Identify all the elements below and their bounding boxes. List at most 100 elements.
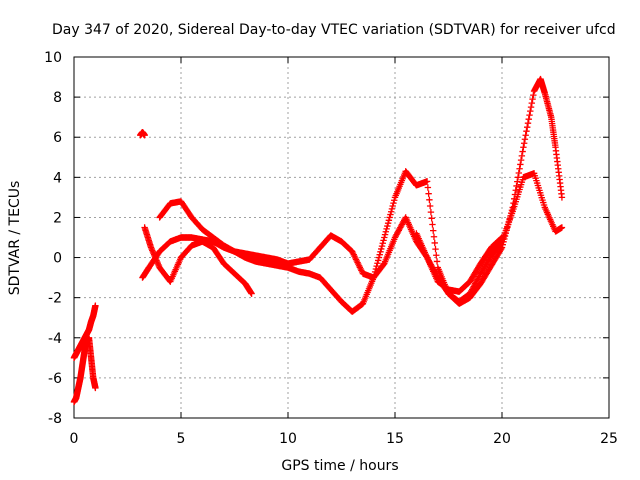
data-point [429,221,436,228]
data-point [516,165,523,172]
y-tick-label: -6 [48,371,62,387]
y-tick-label: 6 [53,130,62,146]
y-tick-label: 8 [53,90,62,106]
data-point [374,260,381,267]
data-point [373,262,380,270]
data-point [376,251,383,258]
data-point [431,239,438,247]
data-point [517,161,524,168]
data-point [519,148,526,155]
data-point [141,132,148,139]
data-point [432,245,439,253]
data-point [423,178,431,185]
data-point [514,174,522,181]
data-point [524,119,532,127]
x-tick-label: 0 [70,431,79,447]
data-point [529,95,536,103]
data-point [383,225,390,233]
data-point [381,231,389,238]
data-point [385,217,393,224]
data-point [505,218,513,225]
data-point [433,252,440,259]
data-point [508,207,516,214]
data-point [530,91,537,99]
data-point [527,103,535,111]
y-tick-label: 0 [53,251,62,267]
data-point [515,169,523,177]
data-point [375,254,383,261]
data-point [248,290,255,297]
data-point [384,219,392,227]
data-point [498,245,505,253]
x-tick-label: 20 [493,431,511,447]
series-early-lower [70,334,99,406]
x-tick-label: 10 [279,431,297,447]
data-point [507,212,514,220]
data-point [426,196,433,204]
series-isolated [137,129,148,139]
data-point [501,232,509,240]
data-point [92,302,99,309]
data-point [379,240,386,247]
data-point [520,140,528,147]
data-point [430,233,438,240]
y-tick-label: -2 [48,291,62,307]
data-point [426,202,434,210]
data-point [518,152,526,160]
data-point [511,195,518,203]
data-point [498,244,506,251]
data-point [425,190,432,197]
data-point [514,178,521,185]
data-point [381,234,388,241]
x-tick-label: 5 [177,431,186,447]
data-point [378,245,385,253]
data-point [389,202,396,210]
data-point [522,132,529,139]
data-point [509,204,516,211]
data-point [433,258,441,265]
data-point [503,227,510,234]
series-arc-c [141,224,255,297]
y-axis-label: SDTVAR / TECUs [7,181,23,296]
data-point [380,237,387,244]
data-point [386,214,393,221]
data-point [524,123,531,131]
data-point [502,230,510,237]
data-point [388,205,396,213]
data-point [527,107,534,115]
data-point [504,221,512,228]
data-point [378,242,386,250]
data-point [523,128,530,135]
data-point [387,208,395,215]
data-point [500,238,507,245]
data-point [513,182,520,190]
data-point [510,199,517,207]
data-point [428,215,435,222]
data-point [92,384,99,392]
y-tick-label: 10 [44,50,62,66]
data-point [501,235,508,243]
data-point [387,211,394,218]
data-point [382,228,390,235]
data-point [427,208,435,216]
data-point [506,215,513,223]
data-point [374,257,382,264]
axis-ticks: 0 5 10 15 20 25 -8 -6 -4 -2 0 2 4 6 8 10 [44,50,618,447]
data-point [430,227,437,234]
data-point [511,191,519,198]
data-point [526,111,533,119]
data-point [424,184,432,191]
data-point [521,136,529,143]
series-arc-d [413,75,566,307]
y-tick-label: 4 [53,170,62,186]
data-point [377,248,384,256]
data-point [507,209,515,217]
data-point [558,224,566,231]
data-point [525,115,532,123]
y-tick-label: 2 [53,210,62,226]
data-points [70,75,566,406]
data-point [371,271,378,278]
plot-frame [73,56,610,419]
x-axis-label: GPS time / hours [281,458,398,474]
